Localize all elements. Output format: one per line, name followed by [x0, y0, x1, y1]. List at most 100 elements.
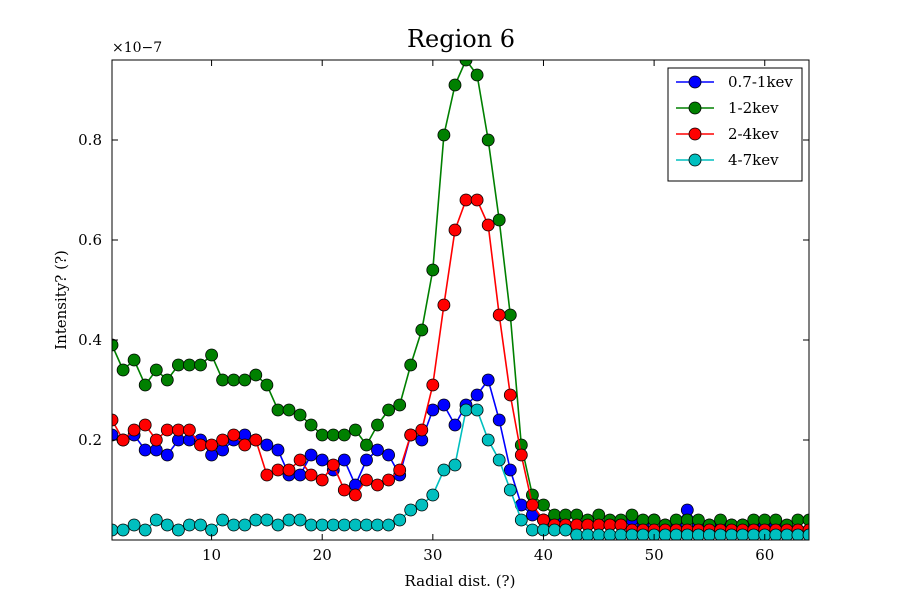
legend-label: 2-4kev [728, 125, 779, 143]
x-tick-label: 10 [202, 546, 221, 564]
data-point [780, 528, 794, 540]
data-point [293, 468, 307, 482]
data-point [714, 528, 727, 540]
data-point [514, 448, 528, 462]
data-point [592, 528, 606, 540]
data-point [337, 453, 351, 467]
y-tick-label: 0.8 [78, 131, 102, 149]
data-point [448, 418, 462, 432]
data-point [470, 193, 484, 207]
data-point [371, 443, 384, 457]
data-point [227, 373, 241, 387]
legend-item: 2-4kev [676, 125, 779, 143]
data-point [227, 518, 241, 532]
data-point [426, 263, 440, 277]
data-point [603, 528, 617, 540]
y-tick-label: 0.2 [78, 431, 102, 449]
data-point [492, 213, 506, 227]
x-tick-label: 60 [755, 546, 774, 564]
series-layer [112, 60, 809, 540]
data-point [448, 458, 462, 472]
data-point [348, 423, 362, 437]
x-tick-label: 40 [534, 546, 553, 564]
data-point [360, 518, 373, 532]
data-point [160, 518, 174, 532]
data-point [282, 513, 296, 527]
data-point [160, 448, 174, 462]
data-point [481, 133, 495, 147]
data-point [636, 528, 650, 540]
legend-marker [688, 127, 702, 141]
data-point [559, 523, 572, 537]
series-4-7kev [112, 403, 809, 540]
data-point [149, 433, 163, 447]
data-point [171, 523, 185, 537]
data-point [802, 528, 809, 540]
legend-item: 1-2kev [676, 99, 779, 117]
data-point [238, 438, 252, 452]
data-point [127, 518, 141, 532]
data-point [182, 518, 196, 532]
chart-title: Region 6 [407, 25, 515, 53]
data-point [503, 463, 517, 477]
data-point [337, 518, 351, 532]
data-point [194, 358, 207, 372]
data-point [249, 368, 263, 382]
y-axis-label: Intensity? (?) [52, 250, 70, 350]
data-point [293, 408, 307, 422]
data-point [360, 438, 373, 452]
data-point [282, 403, 296, 417]
data-point [393, 513, 407, 527]
data-point [138, 378, 152, 392]
data-point [371, 418, 384, 432]
data-point [160, 373, 174, 387]
data-point [470, 388, 484, 402]
data-point [315, 518, 329, 532]
plot-frame [111, 59, 810, 541]
data-point [503, 388, 517, 402]
data-point [371, 478, 384, 492]
data-point [227, 428, 241, 442]
data-point [371, 518, 384, 532]
data-point [260, 378, 274, 392]
data-point [304, 518, 318, 532]
data-point [194, 518, 207, 532]
data-point [216, 373, 230, 387]
data-point [503, 308, 517, 322]
legend-label: 1-2kev [728, 99, 779, 117]
data-point [304, 418, 318, 432]
data-point [182, 358, 196, 372]
data-point [160, 423, 174, 437]
data-point [260, 468, 274, 482]
data-point [149, 513, 163, 527]
data-point [459, 60, 473, 67]
data-point [481, 433, 495, 447]
data-point [570, 528, 584, 540]
data-point [415, 423, 429, 437]
data-point [492, 413, 506, 427]
series-1-2kev [112, 60, 809, 532]
data-point [470, 403, 484, 417]
legend-marker [688, 153, 702, 167]
data-point [703, 528, 716, 540]
data-point [304, 448, 318, 462]
data-point [382, 448, 396, 462]
data-point [260, 438, 274, 452]
data-point [315, 473, 329, 487]
data-point [337, 428, 351, 442]
legend-item: 0.7-1kev [676, 73, 793, 91]
data-point [171, 423, 185, 437]
x-tick-label: 50 [645, 546, 664, 564]
data-point [112, 413, 119, 427]
data-point [112, 428, 119, 442]
data-point [138, 418, 152, 432]
data-point [791, 528, 805, 540]
data-point [382, 473, 396, 487]
data-point [360, 473, 373, 487]
data-point [448, 78, 462, 92]
data-point [747, 528, 761, 540]
data-point [692, 528, 705, 540]
data-point [348, 518, 362, 532]
data-point [138, 523, 152, 537]
